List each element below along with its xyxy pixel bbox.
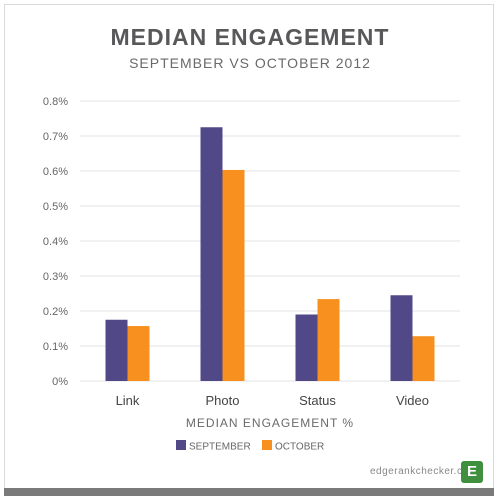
- footer-bar: [4, 488, 494, 496]
- bar-september-link: [105, 319, 128, 381]
- x-tick-label: Link: [116, 393, 140, 408]
- y-tick-label: 0.2%: [43, 306, 68, 318]
- bar-september-photo: [200, 127, 223, 381]
- bar-september-status: [295, 314, 318, 381]
- edgerank-logo-icon: E: [461, 461, 483, 483]
- y-tick-label: 0.8%: [43, 96, 68, 108]
- chart-subtitle: SEPTEMBER VS OCTOBER 2012: [129, 55, 371, 71]
- site-url[interactable]: edgerankchecker.com: [370, 466, 478, 477]
- bar-october-photo: [222, 169, 245, 381]
- y-tick-label: 0.5%: [43, 201, 68, 213]
- y-tick-label: 0.6%: [43, 166, 68, 178]
- y-tick-label: 0.7%: [43, 131, 68, 143]
- bar-october-link: [127, 326, 150, 381]
- x-tick-label: Photo: [206, 393, 240, 408]
- bar-october-video: [412, 336, 435, 381]
- x-axis-title: MEDIAN ENGAGEMENT %: [186, 416, 354, 430]
- legend-swatch-october: [262, 440, 272, 450]
- chart-title: MEDIAN ENGAGEMENT: [110, 24, 390, 50]
- legend-label-september: SEPTEMBER: [189, 442, 251, 453]
- bar-september-video: [390, 295, 413, 381]
- y-tick-label: 0%: [52, 376, 68, 388]
- legend-label-october: OCTOBER: [275, 442, 324, 453]
- chart-frame: [4, 4, 494, 496]
- bar-october-status: [317, 299, 340, 381]
- y-tick-label: 0.1%: [43, 341, 68, 353]
- y-tick-label: 0.4%: [43, 236, 68, 248]
- legend-swatch-september: [176, 440, 186, 450]
- x-tick-label: Status: [299, 393, 336, 408]
- x-tick-label: Video: [396, 393, 429, 408]
- y-tick-label: 0.3%: [43, 271, 68, 283]
